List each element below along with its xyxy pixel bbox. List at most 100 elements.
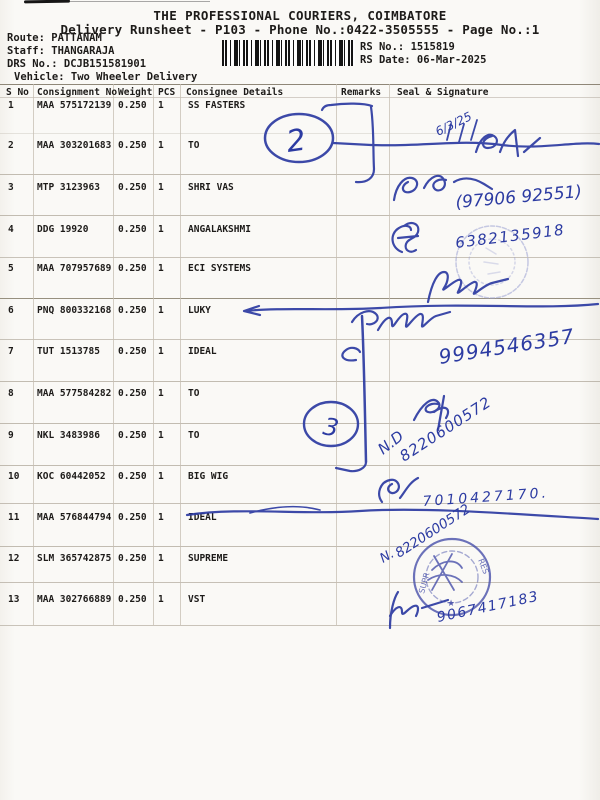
table-gridline-vertical — [153, 84, 154, 625]
cell-consignee: TO — [188, 140, 200, 151]
signature-curl-row6 — [350, 310, 379, 326]
cell-pcs: 1 — [158, 346, 164, 357]
cell-sno: 13 — [8, 594, 20, 605]
vehicle-field: Vehicle: Two Wheeler Delivery — [14, 71, 198, 83]
col-header-sno: S No — [6, 87, 29, 98]
table-gridline — [0, 465, 600, 466]
signature-scribble-rows1-2 — [474, 128, 542, 158]
cell-weight: 0.250 — [118, 182, 147, 193]
table-gridline — [0, 84, 600, 85]
strike-line-row6 — [244, 302, 600, 313]
table-gridline — [0, 381, 600, 382]
date-row2: 6/3/25 — [433, 109, 474, 139]
table-gridline — [0, 257, 600, 258]
cell-sno: 2 — [8, 140, 14, 151]
cell-consignee: LUKY — [188, 305, 211, 316]
signature-row13 — [388, 590, 450, 630]
cell-pcs: 1 — [158, 512, 164, 523]
page-subtitle: Delivery Runsheet - P103 - Phone No.:042… — [60, 22, 540, 37]
monogram-row4 — [391, 222, 420, 254]
route-field: Route: PATTANAM — [7, 32, 102, 44]
cell-sno: 1 — [8, 100, 14, 111]
cell-weight: 0.250 — [118, 263, 147, 274]
signature-row10 — [378, 476, 420, 504]
cell-consignee: IDEAL — [188, 346, 217, 357]
cell-weight: 0.250 — [118, 224, 147, 235]
cell-weight: 0.250 — [118, 100, 147, 111]
cell-weight: 0.250 — [118, 346, 147, 357]
cell-consignment: MAA 303201683 — [37, 140, 112, 151]
table-gridline-vertical — [113, 84, 114, 625]
table-gridline — [0, 625, 600, 626]
date-slashes — [446, 119, 478, 143]
initials-row11: N. — [378, 547, 398, 567]
rs-no-field: RS No.: 1515819 — [360, 41, 455, 53]
cell-pcs: 1 — [158, 471, 164, 482]
circled-number-2-ellipse — [263, 112, 335, 164]
col-header-seal: Seal & Signature — [397, 87, 489, 98]
table-gridline-vertical — [33, 84, 34, 625]
scan-edge-line — [70, 1, 210, 2]
table-gridline-vertical — [389, 84, 390, 625]
cell-pcs: 1 — [158, 430, 164, 441]
cell-consignment: TUT 1513785 — [37, 346, 100, 357]
long-bracket-rows6-10 — [360, 314, 368, 464]
table-gridline — [0, 582, 600, 583]
cell-pcs: 1 — [158, 224, 164, 235]
cell-weight: 0.250 — [118, 388, 147, 399]
connector-line — [331, 141, 373, 147]
table-gridline — [0, 546, 600, 547]
cell-weight: 0.250 — [118, 305, 147, 316]
cell-weight: 0.250 — [118, 512, 147, 523]
cell-sno: 9 — [8, 430, 14, 441]
table-gridline — [0, 298, 600, 299]
cell-consignee: ECI SYSTEMS — [188, 263, 251, 274]
cell-pcs: 1 — [158, 594, 164, 605]
ink-strokes — [185, 102, 600, 630]
col-header-remarks: Remarks — [341, 87, 382, 98]
cell-consignee: ANGALAKSHMI — [188, 224, 251, 235]
phone-row4: 6382135918 — [454, 221, 566, 252]
cell-weight: 0.250 — [118, 140, 147, 151]
cell-sno: 8 — [8, 388, 14, 399]
cell-pcs: 1 — [158, 388, 164, 399]
cell-pcs: 1 — [158, 263, 164, 274]
long-bracket-foot — [334, 460, 368, 473]
cell-consignee: VST — [188, 594, 206, 605]
cell-consignment: SLM 365742875 — [37, 553, 112, 564]
cell-consignee: SS FASTERS — [188, 100, 246, 111]
cell-sno: 7 — [8, 346, 14, 357]
cell-weight: 0.250 — [118, 430, 147, 441]
stamp-star-icon: ★ — [447, 599, 455, 609]
bracket-side-rows1-2 — [354, 105, 376, 184]
cell-sno: 5 — [8, 263, 14, 274]
round-stamp-row5 — [455, 225, 529, 299]
table-gridline — [0, 215, 600, 216]
cell-pcs: 1 — [158, 140, 164, 151]
cell-consignment: PNQ 800332168 — [37, 305, 112, 316]
cell-consignment: MAA 302766889 — [37, 594, 112, 605]
cell-sno: 4 — [8, 224, 14, 235]
phone-row9: 8220600572 — [396, 393, 494, 466]
cell-weight: 0.250 — [118, 594, 147, 605]
col-header-pcs: PCS — [158, 87, 176, 98]
phone-row3: (97906 92551) — [455, 182, 583, 213]
cell-consignee: TO — [188, 388, 200, 399]
stamp-inner-signature — [427, 553, 463, 591]
table-gridline — [0, 174, 600, 175]
round-stamp-row12 — [412, 537, 492, 617]
cell-pcs: 1 — [158, 305, 164, 316]
stamp-text-right: RES — [476, 557, 490, 575]
strike-line-row11-loop — [249, 505, 321, 514]
cell-consignee: IDEAL — [188, 512, 217, 523]
table-gridline — [0, 97, 600, 98]
barcode — [222, 40, 355, 66]
table-gridline — [0, 503, 600, 504]
cell-consignment: NKL 3483986 — [37, 430, 100, 441]
phone-row10: 7010427170. — [422, 485, 549, 510]
cell-pcs: 1 — [158, 100, 164, 111]
table-gridline — [0, 339, 600, 340]
col-header-consignee: Consignee Details — [186, 87, 284, 98]
